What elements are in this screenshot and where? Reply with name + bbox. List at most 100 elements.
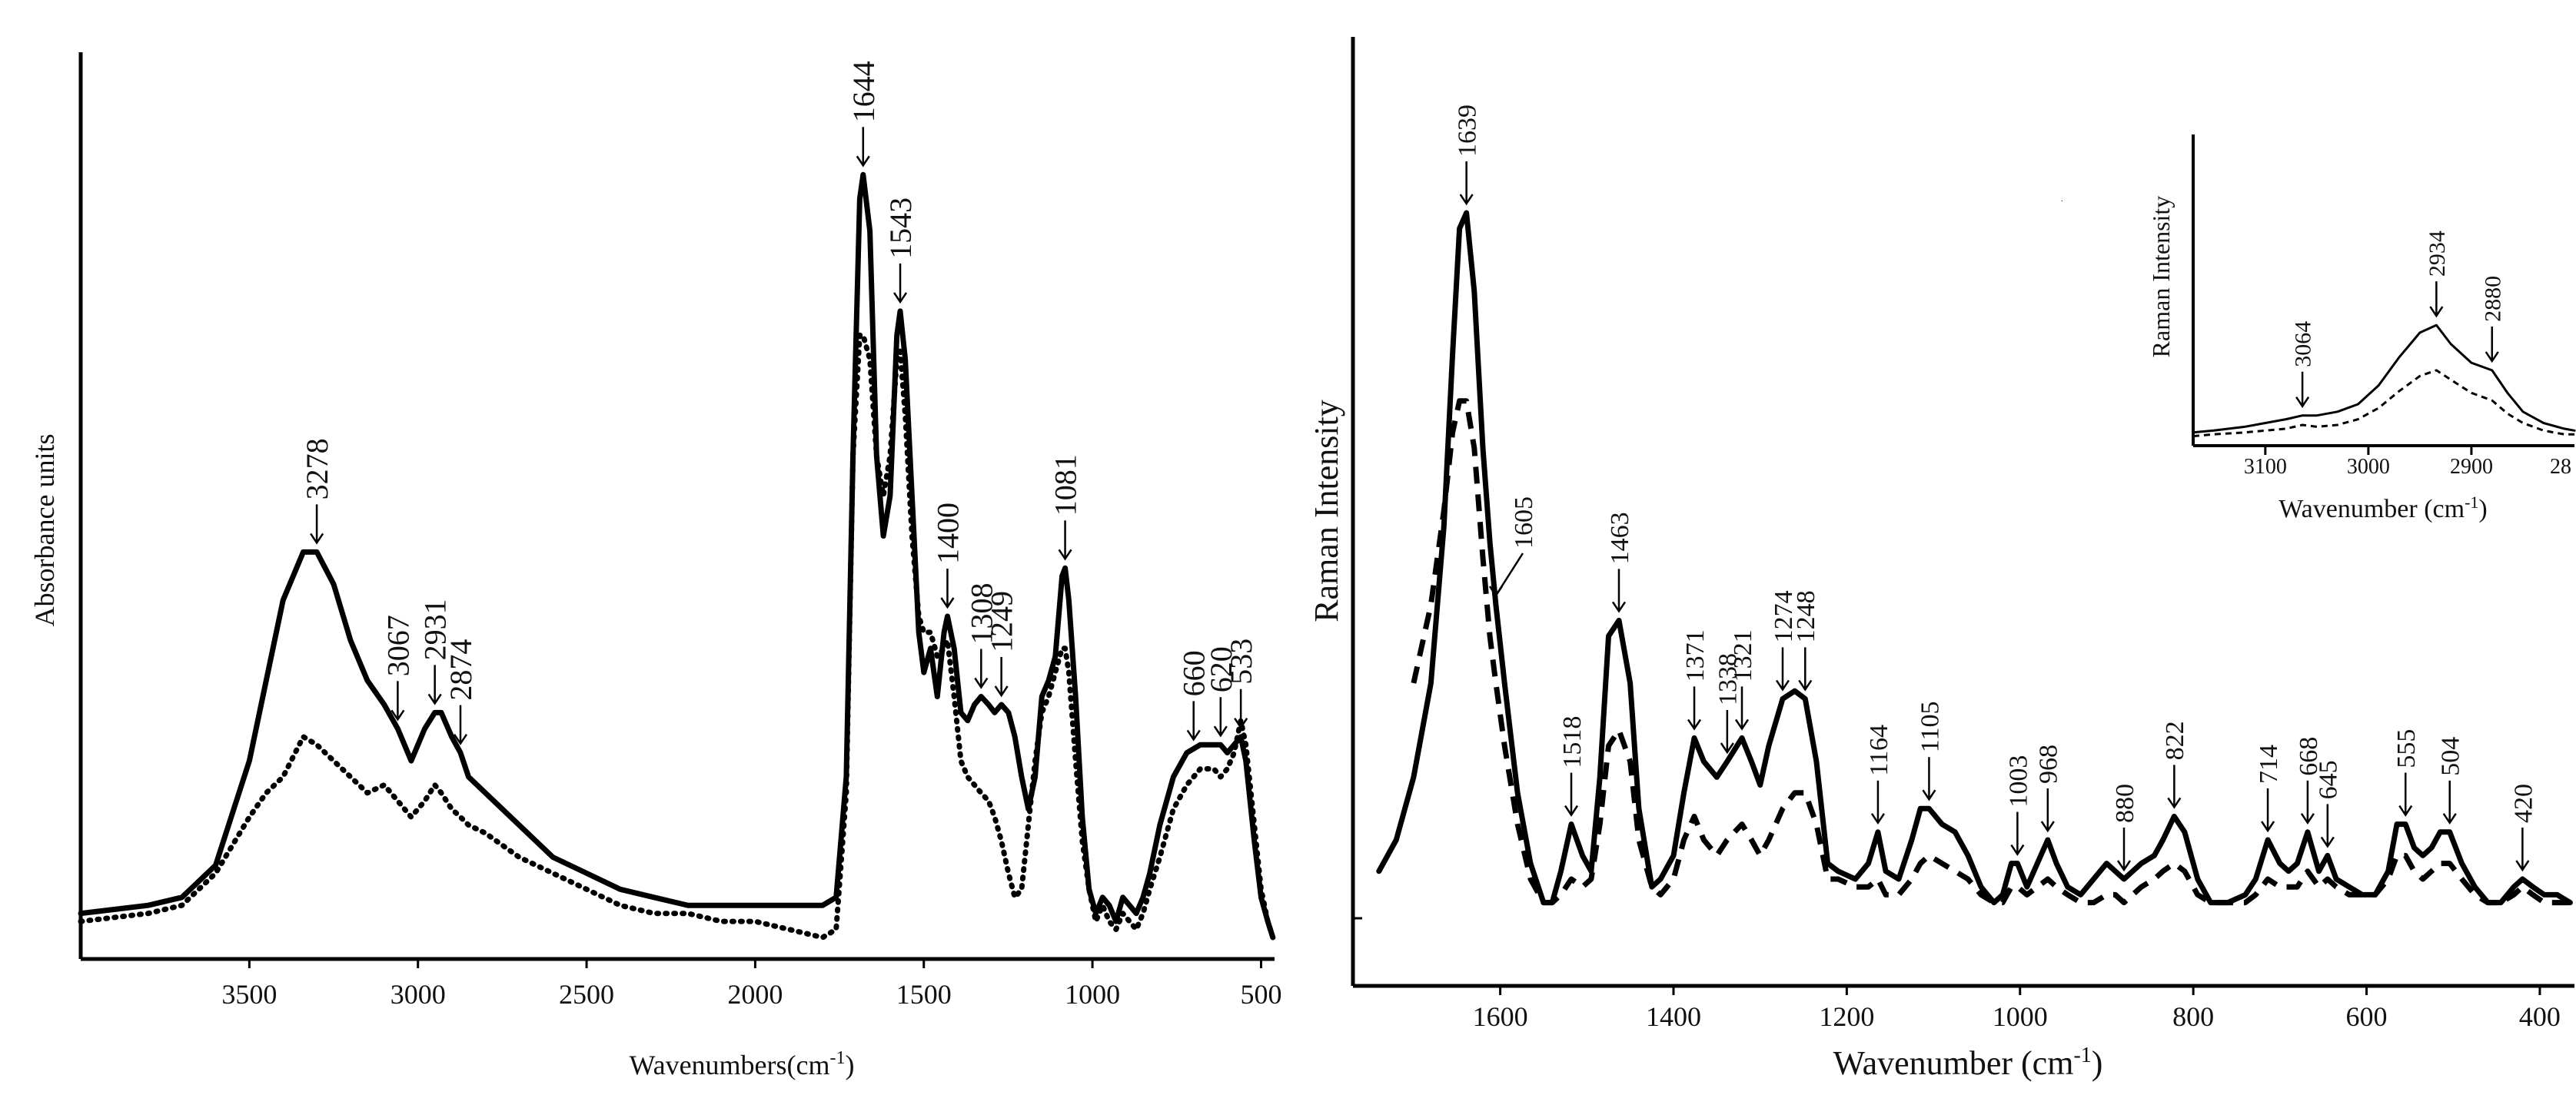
ftir-peak-annotation: 1308 <box>964 583 999 689</box>
peak-label: 1164 <box>1865 725 1893 776</box>
peak-label: 1338 <box>1714 653 1743 705</box>
raman-peak-annotation: 1321 <box>1729 629 1757 731</box>
peak-label: 3278 <box>300 438 334 499</box>
raman-peak-annotation: 668 <box>2295 737 2323 825</box>
peak-label: 668 <box>2295 737 2323 776</box>
peak-label: 660 <box>1177 650 1212 696</box>
peak-arrowhead <box>2485 351 2499 363</box>
raman-peak-annotation: 1248 <box>1792 590 1820 692</box>
ftir-y-axis-label: Absorbance units <box>29 434 60 627</box>
raman-y-axis-label: Raman Intensity <box>1308 400 1345 622</box>
peak-label: 1605 <box>1510 496 1538 549</box>
raman-x-ticks: 1600 1400 1200 1000 800 600 400 <box>1473 986 2561 1032</box>
peak-arrowhead <box>2040 821 2055 833</box>
raman-x-axis-label: Wavenumber (cm-1) <box>1833 1044 2103 1082</box>
peak-label: 555 <box>2392 729 2421 768</box>
peak-arrowhead <box>2295 397 2310 408</box>
ftir-peak-annotation: 2931 <box>418 599 453 705</box>
raman-peak-annotation: 1371 <box>1681 629 1710 731</box>
peak-label: 1003 <box>2004 755 2033 808</box>
inset-x-tick-label: 3000 <box>2347 455 2390 479</box>
ftir-peak-annotation: 3067 <box>381 615 415 722</box>
ftir-peak-annotation: 620 <box>1204 646 1238 738</box>
peak-arrowhead <box>1564 805 1579 817</box>
peak-arrowhead <box>1922 789 1936 801</box>
ftir-x-ticks: 3500 3000 2500 2000 1500 1000 500 <box>221 959 1281 1010</box>
raman-peak-annotation: 1105 <box>1916 701 1944 801</box>
raman-series <box>1376 210 2573 906</box>
raman-x-tick-label: 400 <box>2519 1001 2561 1032</box>
peak-label: 1274 <box>1770 590 1798 642</box>
ftir-peak-annotation: 533 <box>1224 639 1258 730</box>
inset-x-tick-label: 2900 <box>2450 455 2493 479</box>
raman-peak-annotation: 714 <box>2255 745 2283 833</box>
peak-label: 3064 <box>2291 321 2316 367</box>
peak-label: 822 <box>2161 721 2189 760</box>
peak-label: 1081 <box>1049 454 1083 516</box>
peak-label: 1308 <box>964 583 999 645</box>
raman-peak-annotation: 645 <box>2315 760 2343 848</box>
peak-arrowhead <box>1488 586 1503 598</box>
raman-peak-annotation: 1164 <box>1865 725 1893 825</box>
ftir-peak-annotation: 1543 <box>883 197 918 304</box>
peak-arrowhead <box>1611 601 1627 613</box>
peak-arrowhead <box>2261 821 2275 833</box>
peak-arrowhead <box>994 685 1009 698</box>
peak-label: 1248 <box>1792 590 1820 642</box>
ftir-x-tick-label: 3500 <box>221 979 277 1010</box>
peak-label: 645 <box>2315 760 2343 799</box>
peak-arrowhead <box>2429 306 2444 318</box>
peak-label: 1400 <box>930 503 965 564</box>
raman-peak-annotation: 1605 <box>1488 496 1538 598</box>
peak-label: 1249 <box>985 591 1019 652</box>
peak-label: 620 <box>1204 646 1238 692</box>
inset-peak-annotation: 2880 <box>2480 276 2505 363</box>
inset-chart: 3100 3000 2900 28 3064 2934 2880 Wavenumber (… <box>2147 134 2576 523</box>
inset-x-axis-label: Wavenumber (cm-1) <box>2279 493 2487 523</box>
peak-arrowhead <box>1213 725 1228 738</box>
raman-chart: 1600 1400 1200 1000 800 600 400 1639 1605 1463 15… <box>1308 37 2574 1082</box>
raman-peak-annotation: 880 <box>2111 784 2139 872</box>
peak-label: 1639 <box>1454 105 1482 157</box>
peak-arrowhead <box>974 677 989 689</box>
inset-series-dashed <box>2192 369 2574 438</box>
inset-peak-annotation: 3064 <box>2291 321 2316 408</box>
raman-series-dashed <box>1411 398 2571 906</box>
peak-label: 1105 <box>1916 701 1944 752</box>
ftir-series-solid <box>78 171 1276 941</box>
ftir-chart: 3500 3000 2500 2000 1500 1000 500 3278 3067 2931… <box>29 52 1281 1080</box>
raman-peak-annotation: 1639 <box>1454 105 1482 206</box>
inset-x-ticks: 3100 3000 2900 28 <box>2244 446 2571 479</box>
peak-arrowhead <box>2515 860 2530 872</box>
peak-label: 2931 <box>418 599 453 660</box>
peak-label: 504 <box>2437 737 2465 776</box>
peak-arrowhead <box>1058 549 1072 561</box>
raman-x-tick-label: 1600 <box>1473 1001 1528 1032</box>
peak-arrowhead <box>427 693 442 705</box>
stray-dot: . <box>2061 195 2063 204</box>
peak-arrowhead <box>1734 718 1750 731</box>
raman-peak-annotation: 968 <box>2035 745 2063 833</box>
peak-arrowhead <box>310 533 324 545</box>
ftir-peak-annotation: 1644 <box>846 61 881 168</box>
peak-arrowhead <box>1687 718 1702 731</box>
ftir-x-tick-label: 2500 <box>559 979 614 1010</box>
inset-series <box>2192 324 2576 438</box>
peak-label: 1463 <box>1606 512 1634 564</box>
raman-peak-annotation: 420 <box>2509 784 2538 872</box>
peak-label: 3067 <box>381 615 415 676</box>
raman-peak-annotation: 504 <box>2437 737 2465 825</box>
ftir-peak-annotation: 1081 <box>1049 454 1083 561</box>
ftir-x-axis-label: Wavenumbers(cm-1) <box>630 1048 855 1080</box>
ftir-peak-annotation: 2874 <box>444 639 478 745</box>
peak-label: 1371 <box>1681 629 1710 682</box>
raman-peak-annotation: 1518 <box>1558 716 1587 817</box>
peak-label: 2880 <box>2480 276 2505 322</box>
inset-x-tick-label: 3100 <box>2244 455 2287 479</box>
peak-arrowhead <box>1720 742 1734 755</box>
ftir-series <box>78 171 1276 941</box>
ftir-x-tick-label: 500 <box>1240 979 1281 1010</box>
